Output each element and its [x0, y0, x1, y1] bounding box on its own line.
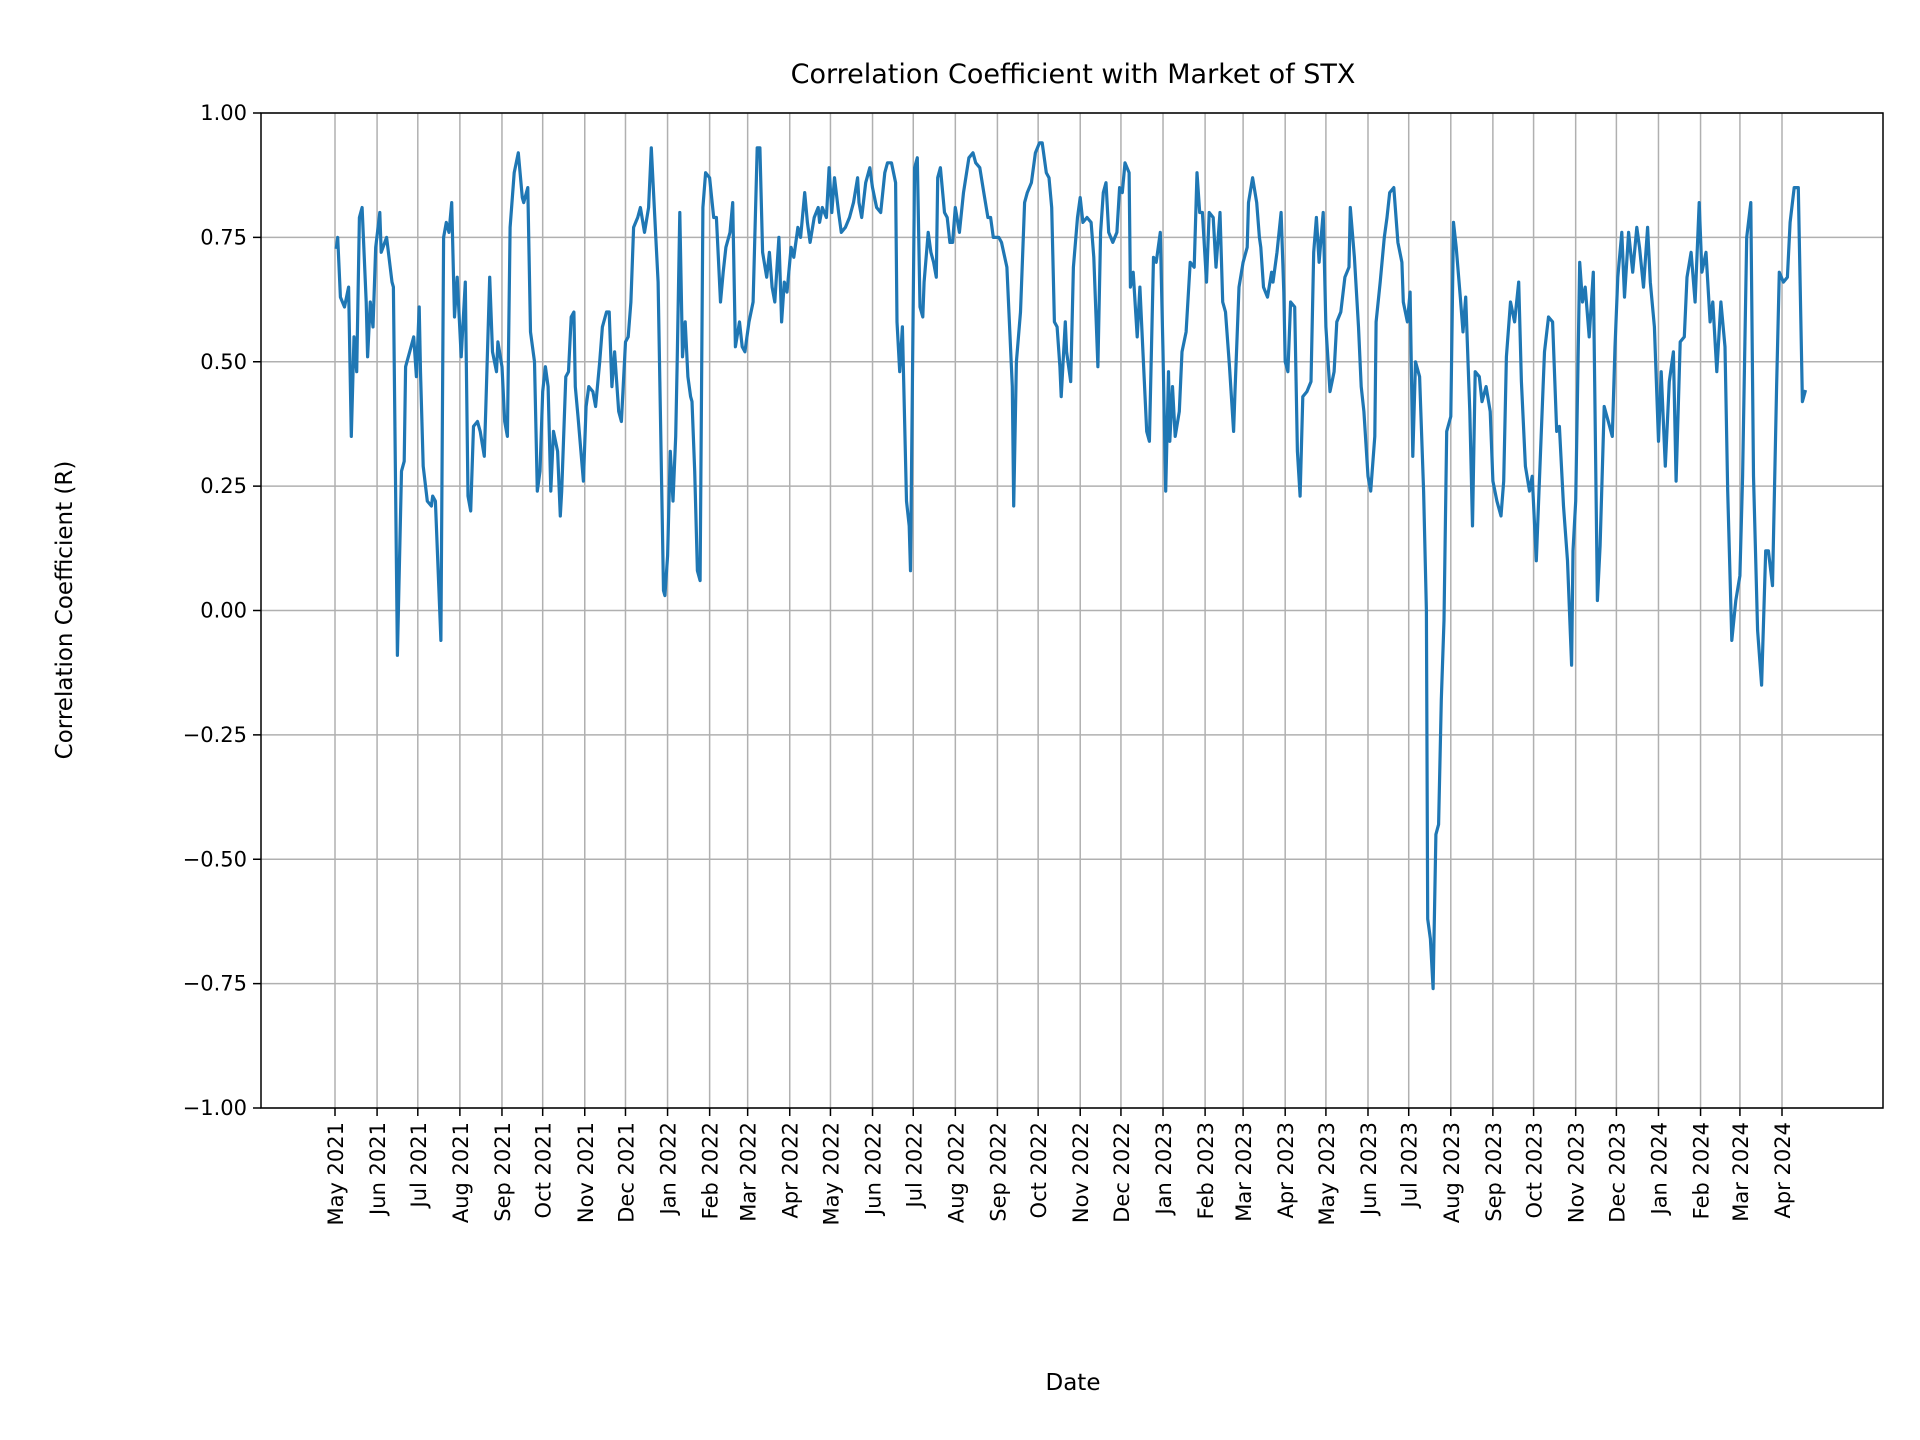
x-tick-label: May 2023: [1315, 1122, 1339, 1226]
x-axis-ticks: May 2021 Jun 2021 Jul 2021 Aug 2021 Sep 2021…: [324, 1108, 1795, 1226]
x-tick-label: Jan 2024: [1647, 1122, 1671, 1217]
x-tick-label: Jul 2022: [902, 1122, 926, 1209]
x-tick-label: Sep 2022: [986, 1122, 1010, 1222]
x-tick-label: Oct 2023: [1523, 1122, 1547, 1218]
x-tick-label: Oct 2021: [532, 1122, 556, 1218]
chart-title: Correlation Coefficient with Market of S…: [791, 59, 1356, 90]
y-tick-label: 0.75: [200, 225, 247, 249]
y-tick-label: −0.25: [183, 723, 247, 747]
y-tick-label: 0.00: [200, 599, 247, 623]
x-tick-label: Oct 2022: [1027, 1122, 1051, 1218]
x-tick-label: Jan 2022: [657, 1122, 681, 1217]
y-tick-label: −1.00: [183, 1096, 247, 1120]
x-tick-label: Mar 2022: [737, 1122, 761, 1222]
x-tick-label: Jun 2022: [862, 1122, 886, 1217]
x-tick-label: Nov 2023: [1565, 1122, 1589, 1223]
x-tick-label: May 2021: [324, 1122, 348, 1226]
y-axis-ticks: −1.00 −0.75 −0.50 −0.25 0.00 0.25 0.50 0.75 1.00: [183, 101, 261, 1120]
x-tick-label: Feb 2023: [1194, 1122, 1218, 1219]
x-tick-label: Aug 2023: [1440, 1122, 1464, 1223]
x-tick-label: Jun 2023: [1357, 1122, 1381, 1217]
x-tick-label: Feb 2024: [1690, 1122, 1714, 1219]
correlation-series-line: [334, 141, 1808, 991]
x-tick-label: Sep 2021: [491, 1122, 515, 1222]
x-tick-label: Apr 2022: [779, 1122, 803, 1218]
x-tick-label: Mar 2023: [1232, 1122, 1256, 1222]
x-tick-label: Mar 2024: [1729, 1122, 1753, 1222]
y-tick-label: 1.00: [200, 101, 247, 125]
x-tick-label: Dec 2022: [1110, 1122, 1134, 1223]
x-tick-label: Jul 2023: [1398, 1122, 1422, 1209]
x-tick-label: Jun 2021: [366, 1122, 390, 1217]
x-tick-label: Feb 2022: [699, 1122, 723, 1219]
x-tick-label: Dec 2021: [614, 1122, 638, 1223]
x-tick-label: Aug 2022: [944, 1122, 968, 1223]
x-tick-label: Dec 2023: [1605, 1122, 1629, 1223]
y-axis-label: Correlation Coefficient (R): [52, 461, 78, 760]
x-tick-label: Jan 2023: [1152, 1122, 1176, 1217]
y-tick-label: 0.50: [200, 350, 247, 374]
x-tick-label: Aug 2021: [449, 1122, 473, 1223]
x-tick-label: Apr 2023: [1274, 1122, 1298, 1218]
x-tick-label: May 2022: [819, 1122, 843, 1226]
y-tick-label: −0.50: [183, 847, 247, 871]
y-tick-label: −0.75: [183, 972, 247, 996]
x-tick-label: Nov 2021: [574, 1122, 598, 1223]
x-tick-label: Apr 2024: [1771, 1122, 1795, 1218]
y-tick-label: 0.25: [200, 474, 247, 498]
x-tick-label: Nov 2022: [1069, 1122, 1093, 1223]
x-axis-label: Date: [1046, 1370, 1101, 1396]
x-tick-label: Jul 2021: [407, 1122, 431, 1209]
x-tick-label: Sep 2023: [1482, 1122, 1506, 1222]
series-layer: [334, 141, 1808, 991]
